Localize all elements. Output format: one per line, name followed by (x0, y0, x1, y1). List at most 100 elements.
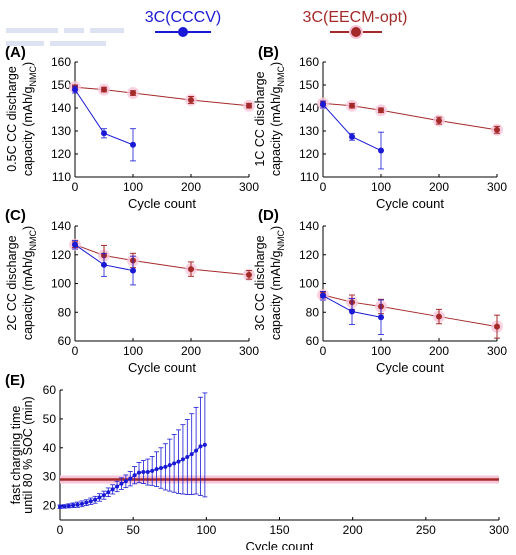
panel-label: (E) (5, 372, 25, 389)
x-tick-label: 0 (320, 180, 327, 194)
y-tick-label: 20 (43, 499, 57, 513)
x-tick-label: 100 (123, 344, 143, 358)
y-tick-label: 150 (299, 78, 319, 92)
cccv-point (115, 484, 120, 489)
cccv-point (130, 267, 136, 274)
y-tick-label: 110 (52, 170, 71, 184)
y-axis-label: 0.5C CC discharge capacity (mAh/gNMC) (5, 62, 38, 176)
x-tick-label: 0 (320, 344, 327, 358)
series-cccv (320, 291, 384, 335)
y-tick-label: 80 (306, 305, 320, 319)
x-tick-label: 100 (123, 180, 143, 194)
eecm-point (130, 90, 136, 97)
eecm-point (349, 102, 355, 109)
cccv-point (141, 470, 146, 475)
cccv-point (110, 487, 115, 492)
legend-label-0: 3C(CCCV) (145, 9, 221, 26)
y-axis-label-line2: capacity (mAh/gNMC) (269, 62, 286, 176)
x-tick-label: 50 (126, 523, 140, 537)
panel-label: (B) (258, 44, 279, 61)
series-cccv-line (59, 444, 206, 508)
panel-2: 0 100 200 300 60 80 100 120 140 Cycle count 2C CC … (5, 207, 259, 375)
eecm-point (436, 313, 442, 320)
cccv-point (62, 504, 67, 509)
x-axis-label: Cycle count (128, 196, 196, 211)
panel-4: 0 50 100 150 200 250 300 20 30 40 50 60 Cycle count f… (5, 372, 509, 554)
cccv-point (202, 442, 207, 447)
y-axis-label-line1: 2C CC discharge (5, 235, 19, 330)
cccv-point (320, 292, 326, 299)
x-tick-label: 200 (429, 180, 449, 194)
eecm-point (188, 266, 194, 273)
series-cccv (320, 100, 384, 170)
cccv-point (180, 457, 185, 462)
series-eecm (317, 97, 503, 136)
legend: 3C(CCCV) 3C(EECM-opt) (145, 9, 407, 39)
eecm-point (188, 96, 194, 103)
panel-0: 0 100 200 300 110 120 130 140 150 160 Cycle count 0… (5, 44, 259, 211)
y-tick-label: 60 (306, 334, 320, 348)
y-tick-label: 120 (299, 147, 319, 161)
series-cccv (72, 85, 136, 162)
y-tick-label: 140 (299, 101, 319, 115)
x-tick-label: 100 (371, 344, 391, 358)
cccv-point (163, 464, 168, 469)
cccv-point (167, 463, 172, 468)
y-tick-label: 120 (51, 248, 71, 262)
cccv-point (150, 468, 155, 473)
cccv-point (72, 86, 78, 93)
x-axis-label: Cycle count (376, 196, 444, 211)
x-axis-label: Cycle count (376, 360, 444, 375)
cccv-point (349, 133, 355, 140)
x-tick-label: 300 (489, 523, 509, 537)
y-tick-label: 130 (51, 124, 71, 138)
cccv-point (93, 497, 98, 502)
eecm-point (101, 86, 107, 93)
cccv-point (71, 503, 76, 508)
eecm-point (378, 107, 384, 114)
panel-label: (A) (5, 44, 26, 61)
y-axis-label-line2: capacity (mAh/gNMC) (21, 62, 38, 176)
x-tick-label: 300 (487, 344, 507, 358)
cccv-point (145, 470, 150, 475)
y-axis-label-line2: until 80 % SOC (min) (21, 396, 35, 513)
series-cccv (57, 392, 208, 509)
y-tick-label: 130 (299, 124, 319, 138)
x-tick-label: 150 (269, 523, 289, 537)
cccv-point (58, 504, 62, 509)
y-axis-label-line1: 0.5C CC discharge (5, 66, 19, 172)
cccv-point (378, 147, 384, 154)
cccv-point (128, 476, 133, 481)
cccv-point (123, 479, 128, 484)
y-tick-label: 120 (51, 147, 71, 161)
series-eecm (69, 81, 255, 112)
panel-label: (C) (5, 207, 26, 224)
y-tick-label: 100 (299, 277, 319, 291)
y-axis-label-line2: capacity (mAh/gNMC) (21, 226, 38, 340)
x-tick-label: 300 (239, 180, 259, 194)
eecm-point (246, 271, 252, 278)
x-tick-label: 100 (196, 523, 216, 537)
x-tick-label: 300 (239, 344, 259, 358)
y-tick-label: 60 (43, 383, 57, 397)
y-axis-label-line2: capacity (mAh/gNMC) (269, 226, 286, 340)
cccv-point (66, 503, 71, 508)
y-tick-label: 140 (51, 101, 71, 115)
x-axis-label: Cycle count (246, 539, 314, 550)
cccv-point (75, 502, 80, 507)
cccv-point (88, 499, 93, 504)
x-tick-label: 0 (57, 523, 64, 537)
legend-marker-1 (351, 27, 361, 37)
y-tick-label: 50 (43, 412, 57, 426)
panel-3: 0 100 200 300 60 80 100 120 140 Cycle count 3C CC … (253, 207, 507, 375)
y-tick-label: 160 (51, 55, 71, 69)
cccv-point (84, 500, 89, 505)
y-axis-label-line1: fast charging time (9, 406, 23, 505)
cccv-point (349, 308, 355, 315)
cccv-point (378, 314, 384, 321)
legend-marker-0 (178, 27, 188, 37)
series-cccv (72, 239, 136, 286)
y-axis-label-line1: 3C CC discharge (253, 235, 267, 330)
faded-heading-artifact (6, 28, 124, 46)
